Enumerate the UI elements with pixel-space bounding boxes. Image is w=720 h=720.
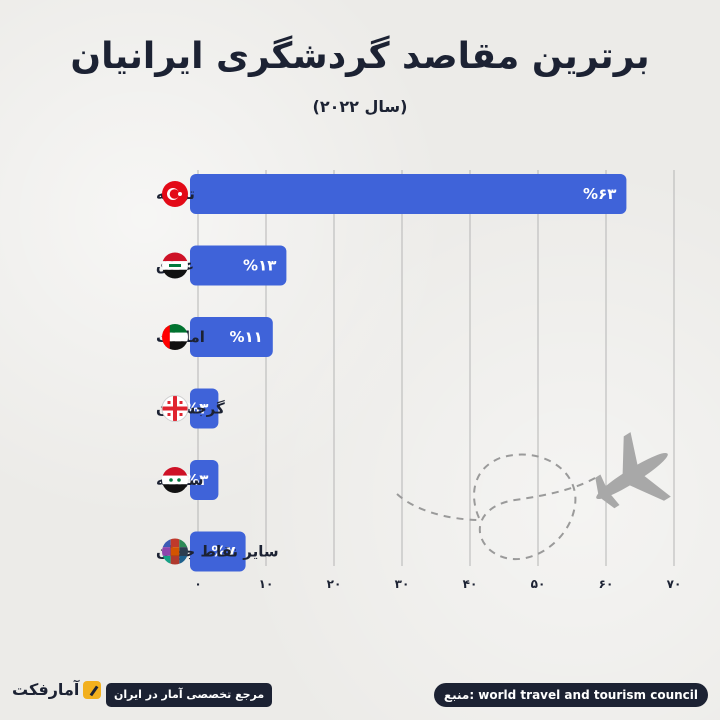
bar bbox=[190, 317, 273, 357]
page-subtitle: (سال ۲۰۲۲) bbox=[312, 97, 408, 116]
flag-icons bbox=[161, 181, 189, 565]
world-flags-icon bbox=[162, 538, 188, 565]
flight-decoration bbox=[396, 432, 671, 561]
x-tick-label: ۰ bbox=[194, 577, 201, 591]
x-tick-label: ۱۰ bbox=[259, 577, 274, 591]
turkey-flag-icon bbox=[162, 181, 188, 207]
page-title: برترین مقاصد گردشگری ایرانیان bbox=[70, 36, 650, 77]
tagline-badge: مرجع تخصصی آمار در ایران bbox=[106, 683, 273, 707]
bar-value-label: %۶۳ bbox=[583, 185, 616, 203]
category-labels: ترکیهعراقاماراتگرجستانسوریهسایر نقاط جها… bbox=[156, 185, 279, 561]
bar bbox=[190, 460, 219, 500]
x-tick-label: ۵۰ bbox=[531, 577, 546, 591]
dashed-flight-path bbox=[396, 453, 601, 561]
x-tick-label: ۲۰ bbox=[327, 577, 342, 591]
bar-value-label: %۳ bbox=[184, 471, 208, 489]
bars: %۶۳ %۱۳ %۱۱ %۳ %۳ %۷ bbox=[184, 174, 627, 572]
bar-value-label: %۱۳ bbox=[243, 257, 276, 275]
source-badge: منبع: world travel and tourism council bbox=[433, 683, 708, 707]
grid-lines bbox=[197, 170, 675, 566]
logo-icon bbox=[83, 680, 102, 699]
x-tick-label: ۷۰ bbox=[667, 577, 682, 591]
airplane-icon bbox=[595, 432, 671, 509]
bar bbox=[190, 174, 627, 214]
bar bbox=[190, 245, 287, 286]
uae-flag-icon bbox=[162, 324, 188, 350]
bar bbox=[190, 388, 219, 429]
bar bbox=[190, 531, 246, 572]
syria-flag-icon bbox=[162, 467, 188, 493]
bar-value-label: %۷ bbox=[211, 543, 235, 561]
x-tick-label: ۳۰ bbox=[395, 577, 410, 591]
logo-text: آمارفکت bbox=[12, 680, 80, 699]
logo: آمارفکت bbox=[12, 680, 102, 699]
x-tick-label: ۶۰ bbox=[599, 577, 614, 591]
x-tick-label: ۴۰ bbox=[463, 577, 478, 591]
iraq-flag-icon bbox=[162, 252, 188, 279]
x-axis-ticks: ۰ ۱۰ ۲۰ ۳۰ ۴۰ ۵۰ ۶۰ ۷۰ bbox=[194, 577, 681, 591]
bar-value-label: %۳ bbox=[184, 400, 208, 418]
bar-value-label: %۱۱ bbox=[229, 328, 262, 346]
georgia-flag-icon bbox=[161, 395, 189, 422]
